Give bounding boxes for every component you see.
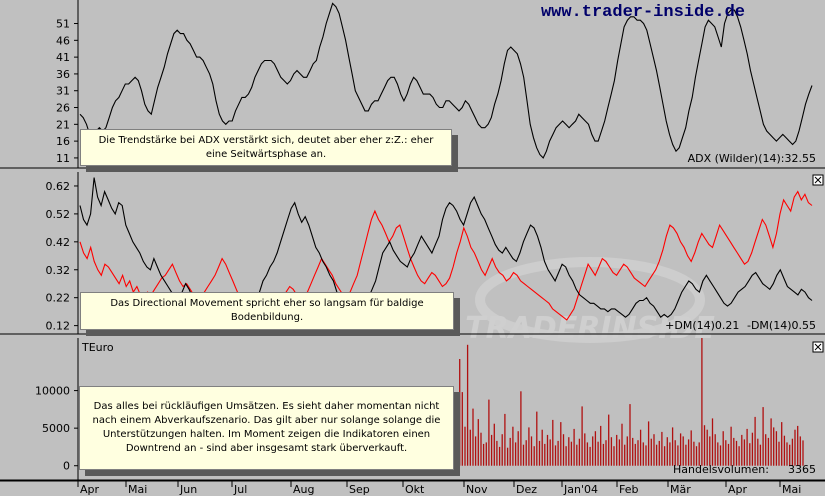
y-tick-label: 0 bbox=[63, 460, 70, 473]
y-tick-label: 0.42 bbox=[46, 236, 71, 249]
minus-dm-legend: -DM(14)0.55 bbox=[747, 319, 816, 332]
logo-ring bbox=[475, 257, 705, 343]
close-x-stroke bbox=[814, 343, 822, 351]
adx-series-line bbox=[79, 2, 813, 159]
y-tick-label: 11 bbox=[56, 152, 70, 165]
site-url-watermark: www.trader-inside.de bbox=[541, 3, 745, 22]
traderinside-logo-watermark: TRADERINSIDE bbox=[465, 257, 715, 346]
x-month-label: Jan'04 bbox=[563, 483, 598, 496]
x-month-label: Aug bbox=[293, 483, 314, 496]
volume-legend: Handelsvolumen: bbox=[673, 463, 769, 476]
y-tick-label: 0.52 bbox=[46, 208, 71, 221]
logo-text: TRADERINSIDE bbox=[465, 311, 715, 346]
y-tick-label: 36 bbox=[56, 68, 70, 81]
x-month-label: Mai bbox=[782, 483, 801, 496]
volume-unit-label: TEuro bbox=[81, 341, 114, 354]
dm-comment-note: Das Directional Movement spricht eher so… bbox=[80, 292, 454, 330]
x-month-label: Apr bbox=[728, 483, 748, 496]
y-tick-label: 16 bbox=[56, 135, 70, 148]
volume-comment-note: Das alles bei rückläufigen Umsätzen. Es … bbox=[79, 386, 454, 470]
close-x-stroke bbox=[814, 176, 822, 184]
adx-comment-note: Die Trendstärke bei ADX verstärkt sich, … bbox=[80, 129, 452, 166]
y-tick-label: 10000 bbox=[35, 385, 70, 398]
x-month-label: Jul bbox=[233, 483, 247, 496]
y-tick-label: 21 bbox=[56, 118, 70, 131]
y-tick-label: 0.22 bbox=[46, 292, 71, 305]
x-month-label: Mai bbox=[128, 483, 147, 496]
y-tick-label: 0.12 bbox=[46, 320, 71, 333]
x-month-label: Feb bbox=[619, 483, 638, 496]
adx-legend: ADX (Wilder)(14):32.55 bbox=[688, 152, 816, 165]
y-tick-label: 26 bbox=[56, 102, 70, 115]
x-month-label: Dez bbox=[516, 483, 537, 496]
volume-legend-value: 3365 bbox=[788, 463, 816, 476]
x-month-label: Apr bbox=[80, 483, 100, 496]
plus-dm-legend: +DM(14)0.21 bbox=[665, 319, 739, 332]
y-tick-label: 0.62 bbox=[46, 180, 71, 193]
x-month-label: Mär bbox=[670, 483, 691, 496]
y-tick-label: 5000 bbox=[42, 422, 70, 435]
y-tick-label: 0.32 bbox=[46, 264, 71, 277]
x-month-label: Nov bbox=[466, 483, 488, 496]
y-tick-label: 41 bbox=[56, 51, 70, 64]
y-tick-label: 46 bbox=[56, 34, 70, 47]
y-tick-label: 31 bbox=[56, 85, 70, 98]
x-month-label: Jun bbox=[179, 483, 197, 496]
x-month-label: Okt bbox=[405, 483, 425, 496]
y-tick-label: 51 bbox=[56, 18, 70, 31]
x-month-label: Sep bbox=[349, 483, 370, 496]
